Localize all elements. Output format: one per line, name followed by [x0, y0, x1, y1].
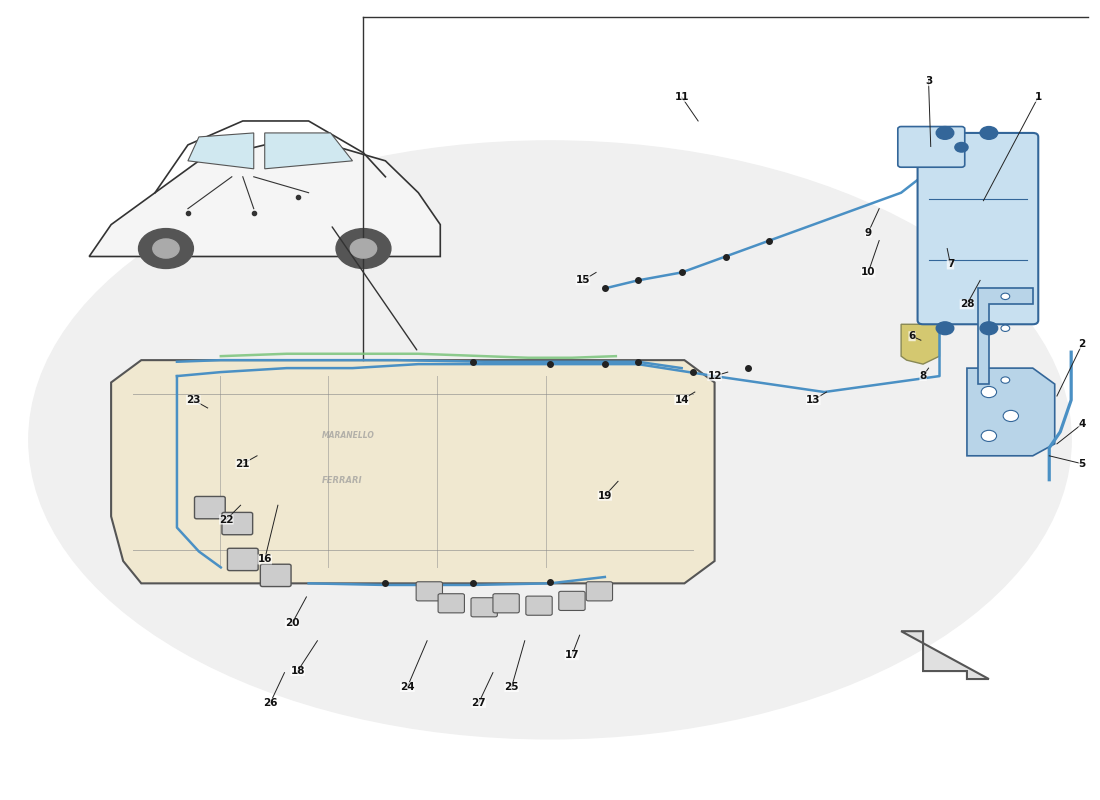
Circle shape: [955, 142, 968, 152]
FancyBboxPatch shape: [261, 564, 292, 586]
Text: 25: 25: [504, 682, 519, 692]
Text: 12: 12: [707, 371, 722, 381]
Circle shape: [1001, 325, 1010, 331]
Polygon shape: [901, 631, 989, 679]
Text: 18: 18: [290, 666, 305, 676]
Text: 10: 10: [861, 267, 876, 278]
Text: eurospares: eurospares: [234, 371, 603, 429]
Text: 22: 22: [219, 514, 233, 525]
Text: 5: 5: [1078, 458, 1086, 469]
Text: 21: 21: [235, 458, 250, 469]
Circle shape: [981, 430, 997, 442]
Polygon shape: [967, 368, 1055, 456]
FancyBboxPatch shape: [917, 133, 1038, 324]
Circle shape: [1001, 377, 1010, 383]
Text: 13: 13: [806, 395, 821, 405]
Circle shape: [139, 229, 194, 269]
FancyBboxPatch shape: [438, 594, 464, 613]
Text: 11: 11: [674, 92, 689, 102]
Text: 3: 3: [925, 76, 932, 86]
Text: aracing: aracing: [324, 474, 512, 517]
FancyBboxPatch shape: [195, 497, 226, 518]
FancyBboxPatch shape: [898, 126, 965, 167]
FancyBboxPatch shape: [471, 598, 497, 617]
Text: 15: 15: [575, 275, 591, 286]
Text: 14: 14: [674, 395, 689, 405]
Text: 6: 6: [909, 331, 915, 342]
FancyBboxPatch shape: [526, 596, 552, 615]
Circle shape: [936, 126, 954, 139]
FancyBboxPatch shape: [416, 582, 442, 601]
Ellipse shape: [29, 141, 1071, 739]
Circle shape: [1003, 410, 1019, 422]
Text: MARANELLO: MARANELLO: [322, 431, 375, 440]
Text: 8: 8: [920, 371, 926, 381]
Circle shape: [153, 239, 179, 258]
FancyBboxPatch shape: [493, 594, 519, 613]
Polygon shape: [265, 133, 352, 169]
Circle shape: [936, 322, 954, 334]
Text: FERRARI: FERRARI: [322, 476, 363, 485]
FancyBboxPatch shape: [228, 548, 258, 570]
Text: 20: 20: [285, 618, 299, 628]
FancyBboxPatch shape: [586, 582, 613, 601]
Text: 7: 7: [947, 259, 954, 270]
Polygon shape: [89, 145, 440, 257]
Circle shape: [980, 322, 998, 334]
Text: 4: 4: [1078, 419, 1086, 429]
FancyBboxPatch shape: [559, 591, 585, 610]
Circle shape: [981, 386, 997, 398]
Text: 24: 24: [400, 682, 415, 692]
FancyBboxPatch shape: [222, 513, 253, 534]
Polygon shape: [111, 360, 715, 583]
Text: 26: 26: [263, 698, 277, 708]
Text: 2: 2: [1078, 339, 1086, 349]
Text: 1: 1: [1035, 92, 1042, 102]
Polygon shape: [188, 133, 254, 169]
Text: 19: 19: [597, 490, 612, 501]
Polygon shape: [901, 324, 939, 364]
Text: 9: 9: [865, 227, 872, 238]
Text: 16: 16: [257, 554, 272, 565]
Text: 17: 17: [564, 650, 580, 660]
Circle shape: [336, 229, 390, 269]
Text: 28: 28: [959, 299, 975, 310]
Text: 27: 27: [472, 698, 486, 708]
Circle shape: [980, 126, 998, 139]
Circle shape: [1001, 293, 1010, 299]
Circle shape: [350, 239, 376, 258]
Text: 23: 23: [186, 395, 200, 405]
Polygon shape: [978, 288, 1033, 384]
